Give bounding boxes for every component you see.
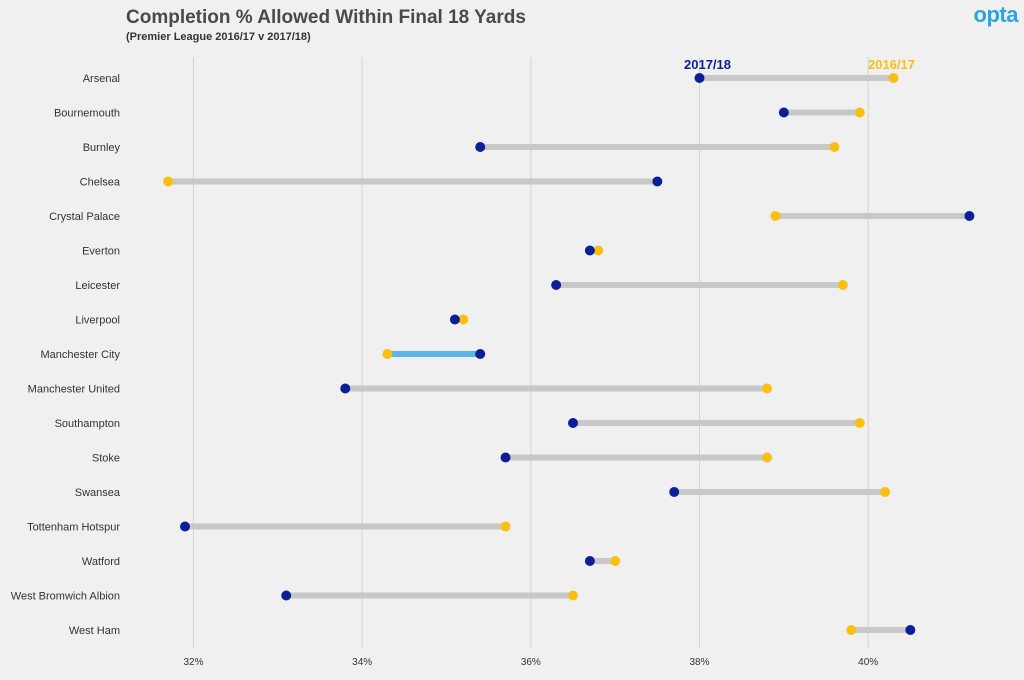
x-tick-label: 34% (352, 657, 372, 668)
dot-2017-18 (584, 556, 595, 566)
legend-label-2016-17: 2016/17 (868, 57, 915, 72)
dot-2017-18 (669, 487, 680, 497)
dot-2017-18 (500, 452, 511, 463)
dot-2017-18 (964, 211, 975, 221)
team-label: Chelsea (80, 177, 121, 189)
team-label: Leicester (75, 280, 120, 292)
team-label: Swansea (75, 487, 121, 499)
dot-2017-18 (584, 245, 595, 256)
legend: 2017/18 2016/17 (684, 57, 915, 72)
x-tick-label: 36% (521, 657, 541, 668)
dot-2016-17 (888, 73, 899, 83)
dot-2016-17 (458, 314, 469, 325)
dot-2017-18 (475, 349, 486, 359)
dot-2017-18 (652, 176, 663, 187)
team-label: Arsenal (83, 73, 120, 85)
dot-2016-17 (880, 487, 891, 497)
team-label: Liverpool (75, 315, 120, 327)
dot-2016-17 (761, 383, 772, 394)
team-label: West Bromwich Albion (11, 591, 120, 603)
dot-2016-17 (837, 280, 848, 290)
dot-2016-17 (593, 245, 604, 256)
dot-2016-17 (382, 349, 393, 359)
dot-2016-17 (846, 625, 857, 635)
dot-2017-18 (180, 521, 191, 532)
team-labels: Arsenal Bournemouth Burnley Chelsea Crystal … (11, 73, 121, 637)
dot-2017-18 (340, 383, 351, 394)
dot-2017-18 (778, 107, 789, 118)
team-label: Stoke (92, 453, 120, 465)
dot-2016-17 (854, 418, 865, 428)
dot-2017-18 (694, 73, 705, 83)
team-label: Burnley (83, 142, 121, 154)
dumbbell-marks (163, 73, 975, 635)
team-label: Manchester City (41, 349, 121, 361)
team-label: West Ham (69, 625, 120, 637)
dot-2016-17 (854, 107, 865, 118)
dot-2016-17 (829, 142, 840, 152)
dot-2017-18 (568, 418, 578, 428)
dot-2017-18 (449, 314, 460, 325)
gridlines (192, 57, 869, 648)
dot-2017-18 (551, 280, 562, 290)
x-tick-label: 38% (690, 657, 710, 668)
dot-2016-17 (568, 590, 578, 601)
team-label: Southampton (55, 418, 120, 430)
team-label: Everton (82, 246, 120, 258)
legend-label-2017-18: 2017/18 (684, 57, 731, 72)
dot-2016-17 (610, 556, 621, 566)
team-label: Crystal Palace (49, 211, 120, 223)
dot-2017-18 (281, 590, 292, 601)
x-tick-label: 32% (183, 657, 203, 668)
opta-logo: opta (974, 2, 1020, 27)
team-label: Tottenham Hotspur (27, 522, 120, 534)
dot-2016-17 (761, 452, 772, 463)
dot-2016-17 (770, 211, 781, 221)
team-label: Manchester United (28, 384, 120, 396)
dot-2016-17 (163, 176, 174, 187)
dot-2016-17 (500, 521, 511, 532)
team-label: Bournemouth (54, 108, 120, 120)
x-tick-label: 40% (858, 657, 878, 668)
chart-title: Completion % Allowed Within Final 18 Yar… (126, 7, 526, 28)
chart-subtitle: (Premier League 2016/17 v 2017/18) (126, 31, 311, 43)
team-label: Watford (82, 556, 120, 568)
dot-2017-18 (905, 625, 916, 635)
x-axis-tick-labels: 32% 34% 36% 38% 40% (183, 657, 878, 668)
dot-2017-18 (475, 142, 486, 152)
